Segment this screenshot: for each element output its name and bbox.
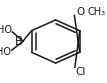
Text: O: O [77, 7, 85, 17]
Text: HO: HO [0, 47, 11, 57]
Text: Cl: Cl [76, 67, 86, 77]
Text: CH₃: CH₃ [87, 7, 105, 17]
Text: HO: HO [0, 25, 12, 35]
Text: B: B [15, 35, 23, 48]
